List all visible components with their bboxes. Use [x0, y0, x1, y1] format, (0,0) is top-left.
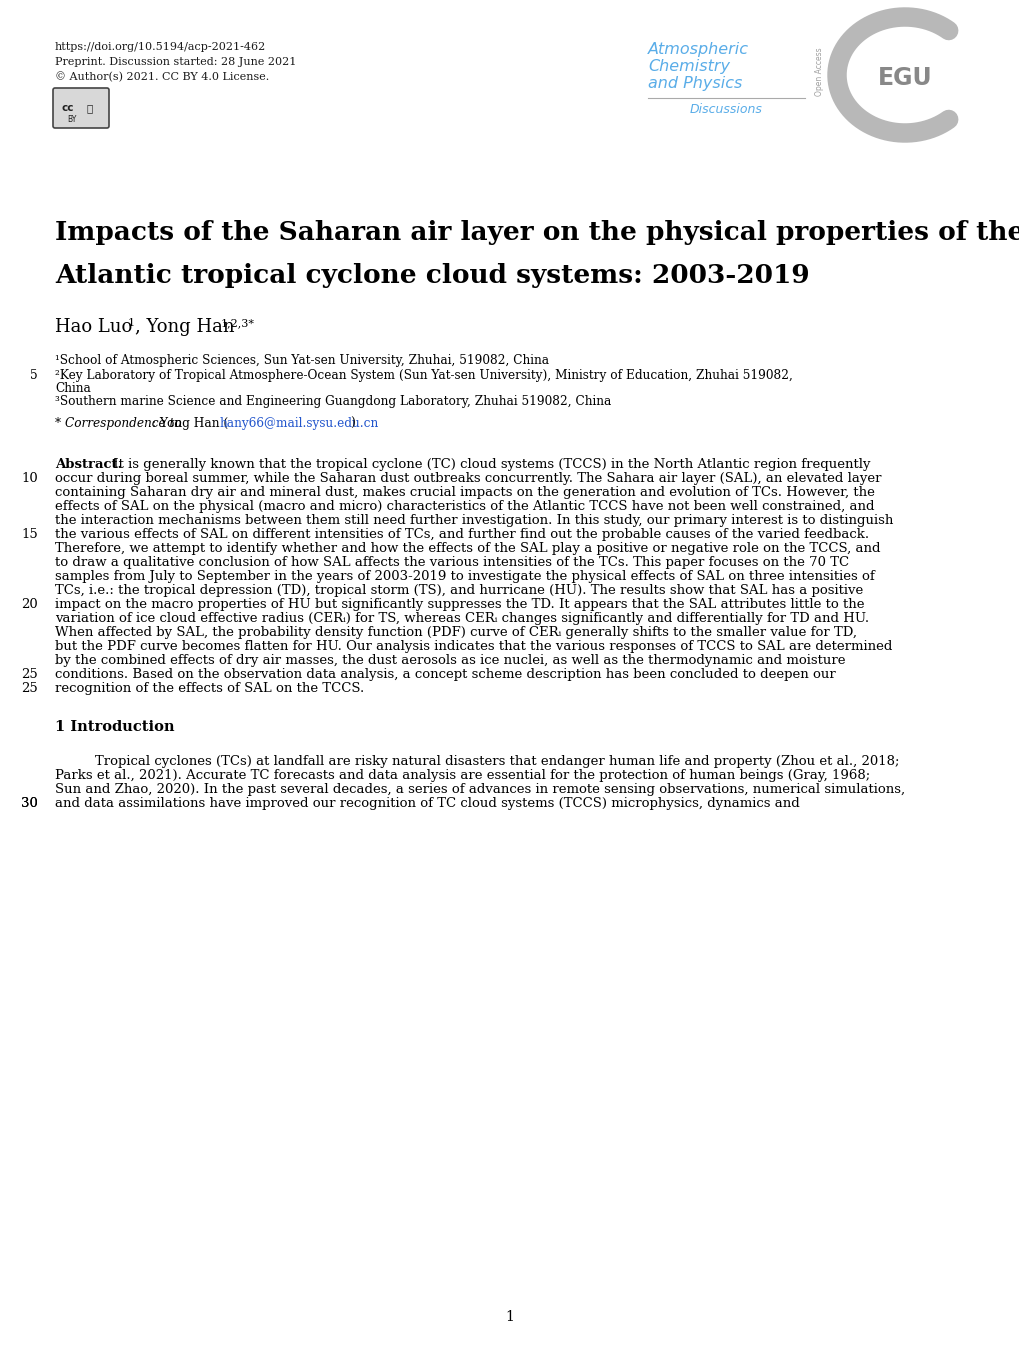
FancyBboxPatch shape — [53, 87, 109, 128]
Text: : Yong Han (: : Yong Han ( — [152, 417, 228, 430]
Text: effects of SAL on the physical (macro and micro) characteristics of the Atlantic: effects of SAL on the physical (macro an… — [55, 500, 873, 512]
Text: , Yong Han: , Yong Han — [135, 317, 234, 336]
Text: the various effects of SAL on different intensities of TCs, and further find out: the various effects of SAL on different … — [55, 529, 868, 541]
Text: * Correspondence to: * Correspondence to — [55, 417, 181, 430]
Text: Tropical cyclones (TCs) at landfall are risky natural disasters that endanger hu: Tropical cyclones (TCs) at landfall are … — [95, 755, 899, 768]
Text: Sun and Zhao, 2020). In the past several decades, a series of advances in remote: Sun and Zhao, 2020). In the past several… — [55, 783, 904, 796]
Text: containing Saharan dry air and mineral dust, makes crucial impacts on the genera: containing Saharan dry air and mineral d… — [55, 486, 874, 499]
Text: Therefore, we attempt to identify whether and how the effects of the SAL play a : Therefore, we attempt to identify whethe… — [55, 542, 879, 555]
Text: Chemistry: Chemistry — [647, 59, 730, 74]
Text: https://doi.org/10.5194/acp-2021-462: https://doi.org/10.5194/acp-2021-462 — [55, 42, 266, 52]
Text: 30: 30 — [21, 798, 38, 810]
Text: 20: 20 — [21, 599, 38, 611]
Text: EGU: EGU — [876, 66, 931, 90]
Text: ³Southern marine Science and Engineering Guangdong Laboratory, Zhuhai 519082, Ch: ³Southern marine Science and Engineering… — [55, 395, 610, 408]
Text: samples from July to September in the years of 2003-2019 to investigate the phys: samples from July to September in the ye… — [55, 570, 874, 582]
Text: When affected by SAL, the probability density function (PDF) curve of CERᵢ gener: When affected by SAL, the probability de… — [55, 625, 856, 639]
Text: and Physics: and Physics — [647, 77, 742, 91]
Text: 10: 10 — [21, 472, 38, 486]
Text: ¹School of Atmospheric Sciences, Sun Yat-sen University, Zhuhai, 519082, China: ¹School of Atmospheric Sciences, Sun Yat… — [55, 354, 548, 367]
Text: Atmospheric: Atmospheric — [647, 42, 748, 56]
Text: BY: BY — [67, 116, 76, 125]
Text: variation of ice cloud effective radius (CERᵢ) for TS, whereas CERᵢ changes sign: variation of ice cloud effective radius … — [55, 612, 868, 625]
Text: 1,2,3*: 1,2,3* — [221, 317, 255, 328]
Text: 25: 25 — [21, 682, 38, 695]
Text: 1: 1 — [127, 317, 135, 328]
Text: but the PDF curve becomes flatten for HU. Our analysis indicates that the variou: but the PDF curve becomes flatten for HU… — [55, 640, 892, 654]
Text: 25: 25 — [21, 668, 38, 681]
Text: 15: 15 — [21, 529, 38, 541]
Text: It is generally known that the tropical cyclone (TC) cloud systems (TCCS) in the: It is generally known that the tropical … — [109, 459, 869, 471]
Text: Atlantic tropical cyclone cloud systems: 2003-2019: Atlantic tropical cyclone cloud systems:… — [55, 264, 809, 288]
Text: 1 Introduction: 1 Introduction — [55, 720, 174, 734]
Text: by the combined effects of dry air masses, the dust aerosols as ice nuclei, as w: by the combined effects of dry air masse… — [55, 654, 845, 667]
Text: 5: 5 — [31, 369, 38, 382]
Text: 30: 30 — [21, 798, 38, 810]
Text: ⓘ: ⓘ — [87, 104, 93, 113]
Text: and data assimilations have improved our recognition of TC cloud systems (TCCS) : and data assimilations have improved our… — [55, 798, 799, 810]
Text: TCs, i.e.: the tropical depression (TD), tropical storm (TS), and hurricane (HU): TCs, i.e.: the tropical depression (TD),… — [55, 584, 862, 597]
Text: Parks et al., 2021). Accurate TC forecasts and data analysis are essential for t: Parks et al., 2021). Accurate TC forecas… — [55, 769, 869, 781]
Text: ): ) — [350, 417, 355, 430]
Text: cc: cc — [62, 104, 74, 113]
Text: occur during boreal summer, while the Saharan dust outbreaks concurrently. The S: occur during boreal summer, while the Sa… — [55, 472, 880, 486]
Text: Impacts of the Saharan air layer on the physical properties of the: Impacts of the Saharan air layer on the … — [55, 221, 1019, 245]
Text: recognition of the effects of SAL on the TCCS.: recognition of the effects of SAL on the… — [55, 682, 364, 695]
Text: ²Key Laboratory of Tropical Atmosphere-Ocean System (Sun Yat-sen University), Mi: ²Key Laboratory of Tropical Atmosphere-O… — [55, 369, 792, 382]
Text: to draw a qualitative conclusion of how SAL affects the various intensities of t: to draw a qualitative conclusion of how … — [55, 555, 848, 569]
Text: Hao Luo: Hao Luo — [55, 317, 132, 336]
Text: Abstract.: Abstract. — [55, 459, 122, 471]
Text: China: China — [55, 382, 91, 395]
Text: hany66@mail.sysu.edu.cn: hany66@mail.sysu.edu.cn — [220, 417, 379, 430]
Text: Preprint. Discussion started: 28 June 2021: Preprint. Discussion started: 28 June 20… — [55, 56, 297, 67]
Text: impact on the macro properties of HU but significantly suppresses the TD. It app: impact on the macro properties of HU but… — [55, 599, 864, 611]
Text: conditions. Based on the observation data analysis, a concept scheme description: conditions. Based on the observation dat… — [55, 668, 835, 681]
Text: Discussions: Discussions — [689, 104, 761, 116]
Text: Open Access: Open Access — [815, 47, 823, 97]
Text: © Author(s) 2021. CC BY 4.0 License.: © Author(s) 2021. CC BY 4.0 License. — [55, 73, 269, 82]
Text: 1: 1 — [505, 1310, 514, 1323]
Text: the interaction mechanisms between them still need further investigation. In thi: the interaction mechanisms between them … — [55, 514, 893, 527]
